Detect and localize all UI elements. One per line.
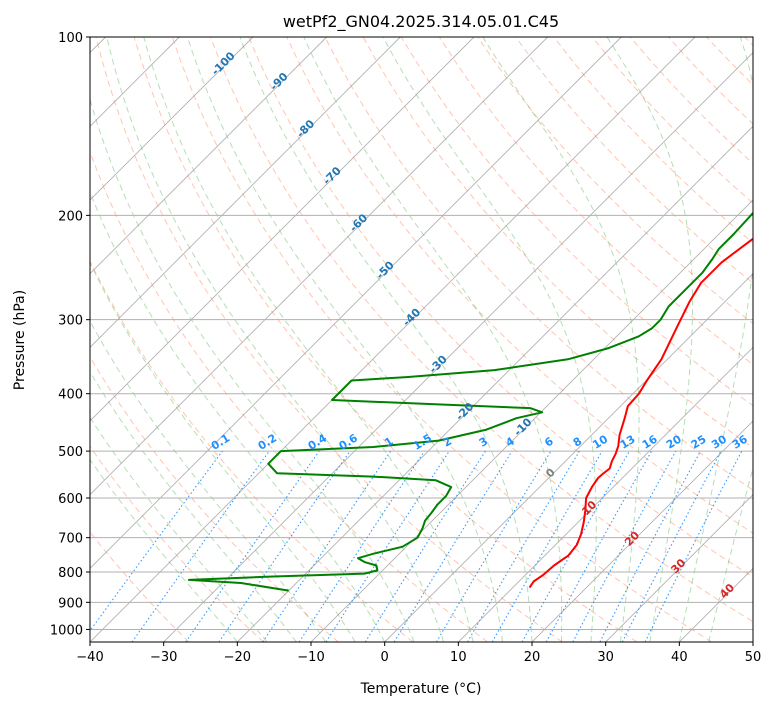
- isotherm-line: [90, 37, 622, 569]
- y-axis-title: Pressure (hPa): [12, 290, 28, 390]
- y-tick-label: 400: [58, 388, 83, 403]
- dry-adiabat-line: [133, 37, 638, 642]
- dry-adiabat-line: [210, 37, 753, 623]
- moist-adiabat-line: [239, 37, 533, 642]
- y-tick-label: 1000: [50, 623, 83, 638]
- temperature-line: [528, 237, 753, 589]
- mixing-ratio-line: [218, 450, 351, 642]
- moist-adiabat-line: [143, 37, 474, 642]
- mixing-ratio-line: [131, 450, 270, 642]
- isotherm-line: [605, 494, 753, 642]
- plot-area: [90, 37, 753, 642]
- x-tick-label: 10: [450, 650, 467, 665]
- y-tick-label: 300: [58, 314, 83, 329]
- moist-adiabat-line: [606, 37, 694, 642]
- isotherm-line: [163, 52, 753, 642]
- moist-adiabat-line: [106, 37, 445, 642]
- y-tick-label: 700: [58, 532, 83, 547]
- mixing-ratio-line: [298, 450, 425, 642]
- dry-adiabat-line: [90, 259, 414, 642]
- dewpoint-line: [187, 211, 753, 592]
- mixing-ratio-line: [572, 450, 677, 642]
- y-tick-label: 600: [58, 492, 83, 507]
- isotherm-line: [90, 37, 696, 642]
- moist-adiabat-line: [708, 465, 753, 642]
- mixing-ratio-line: [644, 450, 743, 642]
- x-tick-label: −10: [297, 650, 324, 665]
- x-axis-title: Temperature (°C): [360, 681, 482, 697]
- x-tick-label: 30: [597, 650, 614, 665]
- mixing-ratio-line: [262, 450, 392, 642]
- x-tick-label: 20: [524, 650, 541, 665]
- x-tick-label: 40: [671, 650, 688, 665]
- moist-adiabat-line: [90, 370, 297, 642]
- isotherm-line: [384, 273, 753, 642]
- data-series: [187, 211, 753, 592]
- mixing-ratio-line: [185, 450, 320, 642]
- moist-adiabat-line: [303, 37, 563, 642]
- dry-adiabat-line: [90, 445, 264, 642]
- moist-adiabat-line: [678, 37, 753, 642]
- isotherm-line: [90, 37, 401, 348]
- dry-adiabat-line: [248, 37, 753, 578]
- mixing-ratio-line: [521, 450, 630, 642]
- moist-adiabat-line: [90, 261, 356, 642]
- moist-adiabat-line: [90, 320, 327, 642]
- mixing-ratio-line: [90, 450, 223, 632]
- x-tick-label: 50: [745, 650, 762, 665]
- moist-adiabat-line: [90, 458, 238, 642]
- mixing-ratio-line: [545, 450, 653, 642]
- axis-ticks: −40 −30 −20 −10 0 10 20 30 40 50 100 200 300 400 500 60…: [50, 31, 761, 665]
- x-tick-label: 0: [381, 650, 389, 665]
- x-tick-label: −20: [224, 650, 251, 665]
- y-tick-label: 900: [58, 596, 83, 611]
- plot-frame: [89, 36, 754, 643]
- isotherm-line: [237, 125, 753, 642]
- isotherm-line: [90, 37, 327, 275]
- y-tick-label: 500: [58, 445, 83, 460]
- chart-title: wetPf2_GN04.2025.314.05.01.C45: [283, 12, 559, 32]
- background-lines: [90, 37, 753, 642]
- moist-adiabat-line: [382, 37, 597, 642]
- dry-adiabat-line: [95, 37, 563, 642]
- x-tick-label: −40: [76, 650, 103, 665]
- y-tick-label: 800: [58, 566, 83, 581]
- moist-adiabat-line: [482, 37, 640, 642]
- moist-adiabat-line: [90, 416, 268, 642]
- y-tick-label: 100: [58, 31, 83, 46]
- mixing-ratio-line: [325, 450, 450, 642]
- y-tick-label: 200: [58, 209, 83, 224]
- moist-adiabat-line: [90, 190, 386, 642]
- mixing-ratio-line: [393, 450, 513, 642]
- isotherm-line: [90, 37, 475, 422]
- moist-adiabat-line: [187, 37, 503, 642]
- dry-adiabat-line: [171, 37, 712, 642]
- dry-adiabat-line: [286, 37, 753, 534]
- x-tick-label: −30: [150, 650, 177, 665]
- isotherm-line: [90, 37, 548, 496]
- isotherm-line: [531, 420, 753, 642]
- dry-adiabat-line: [515, 37, 753, 284]
- dry-adiabat-line: [90, 356, 339, 642]
- isotherm-line: [458, 346, 753, 642]
- isotherm-line: [90, 37, 254, 201]
- dry-adiabat-line: [324, 37, 753, 491]
